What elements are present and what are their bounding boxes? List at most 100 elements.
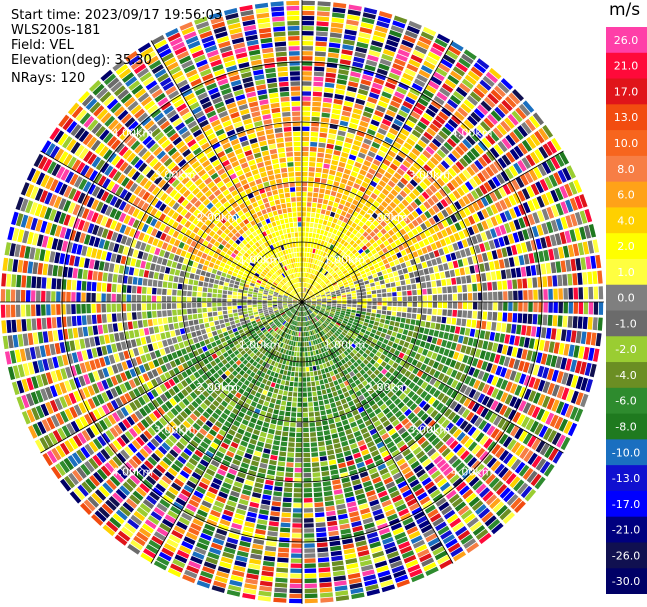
ppi-gate (432, 517, 445, 527)
ppi-gate (265, 332, 270, 338)
ppi-gate (340, 251, 345, 257)
ppi-gate (139, 503, 152, 514)
ppi-gate (352, 525, 363, 533)
ppi-gate (124, 446, 134, 457)
ppi-gate (144, 415, 154, 426)
ppi-gate (237, 337, 243, 343)
ppi-gate (337, 297, 342, 300)
ppi-gate (480, 121, 491, 132)
ppi-gate (359, 258, 365, 264)
ppi-gate (290, 325, 293, 330)
ppi-gate (416, 263, 423, 270)
ppi-gate (287, 355, 291, 361)
ppi-gate (244, 583, 258, 590)
ppi-gate (437, 525, 450, 536)
ppi-gate (305, 283, 308, 288)
ppi-gate (327, 248, 332, 254)
ppi-gate (367, 345, 374, 352)
ppi-gate (401, 199, 409, 207)
ppi-gate (258, 339, 263, 345)
ppi-gate (193, 371, 201, 379)
ppi-gate (329, 337, 334, 342)
ppi-gate (455, 462, 466, 472)
ppi-gate (385, 334, 391, 340)
ppi-gate (339, 523, 350, 530)
ppi-gate (313, 329, 316, 335)
ppi-gate (455, 481, 467, 492)
ppi-gate (302, 377, 307, 382)
ppi-gate (197, 445, 207, 454)
ppi-gate (406, 25, 420, 35)
ppi-gate (324, 259, 329, 264)
ppi-gate (386, 244, 393, 251)
ppi-gate (451, 458, 462, 469)
ppi-gate (350, 171, 358, 178)
ppi-gate (307, 392, 312, 397)
ppi-gate (296, 432, 302, 438)
ppi-gate (232, 356, 239, 363)
ppi-gate (585, 332, 592, 345)
ppi-gate (299, 327, 301, 332)
ppi-gate (399, 190, 408, 198)
ppi-gate (400, 384, 407, 392)
ppi-gate (445, 436, 455, 446)
ppi-gate (393, 185, 402, 193)
ppi-gate (322, 276, 327, 281)
ppi-gate (303, 452, 311, 458)
ppi-gate (339, 314, 345, 318)
ppi-gate (491, 376, 499, 386)
ppi-gate (339, 341, 345, 346)
ppi-gate (302, 5, 315, 11)
ppi-gate (319, 245, 323, 251)
ppi-gate (373, 235, 379, 242)
ppi-gate (225, 385, 233, 392)
ppi-gate (376, 105, 386, 113)
ppi-gate (402, 100, 413, 110)
ppi-gate (198, 393, 206, 402)
ppi-gate (376, 20, 390, 29)
ppi-gate (246, 322, 252, 327)
ppi-gate (206, 387, 213, 394)
ppi-gate (386, 39, 399, 48)
ppi-gate (333, 316, 339, 320)
ppi-gate (572, 273, 578, 286)
ppi-gate (343, 235, 349, 241)
ppi-gate (579, 210, 588, 224)
ppi-gate (556, 434, 566, 448)
ppi-gate (105, 429, 115, 441)
ppi-gate (320, 293, 326, 296)
ppi-gate (334, 396, 340, 402)
ppi-gate (490, 110, 502, 122)
ppi-gate (372, 508, 383, 516)
ppi-gate (394, 350, 400, 357)
ppi-gate (425, 321, 431, 328)
ppi-gate (324, 194, 330, 200)
ppi-gate (363, 574, 377, 582)
ppi-gate (314, 406, 320, 412)
ppi-gate (501, 154, 512, 166)
ppi-gate (293, 326, 296, 331)
ppi-gate (250, 318, 255, 322)
ppi-gate (272, 350, 277, 356)
ppi-gate (381, 376, 388, 383)
ppi-gate (264, 313, 270, 317)
ppi-gate (504, 334, 511, 344)
ppi-gate (313, 81, 323, 87)
ppi-gate (504, 222, 512, 234)
ppi-gate (394, 499, 405, 508)
ppi-gate (223, 437, 232, 445)
ppi-gate (216, 570, 229, 579)
ppi-gate (592, 239, 600, 253)
ppi-gate (350, 312, 356, 316)
ppi-gate (310, 340, 314, 346)
ppi-gate (353, 483, 363, 491)
ppi-gate (253, 487, 263, 494)
ppi-gate (288, 312, 292, 317)
ppi-gate (344, 327, 350, 332)
ppi-gate (211, 353, 218, 360)
ppi-gate (458, 198, 467, 208)
ppi-gate (179, 356, 186, 364)
ppi-gate (324, 321, 329, 325)
ppi-gate (287, 312, 292, 316)
ppi-gate (315, 308, 320, 312)
